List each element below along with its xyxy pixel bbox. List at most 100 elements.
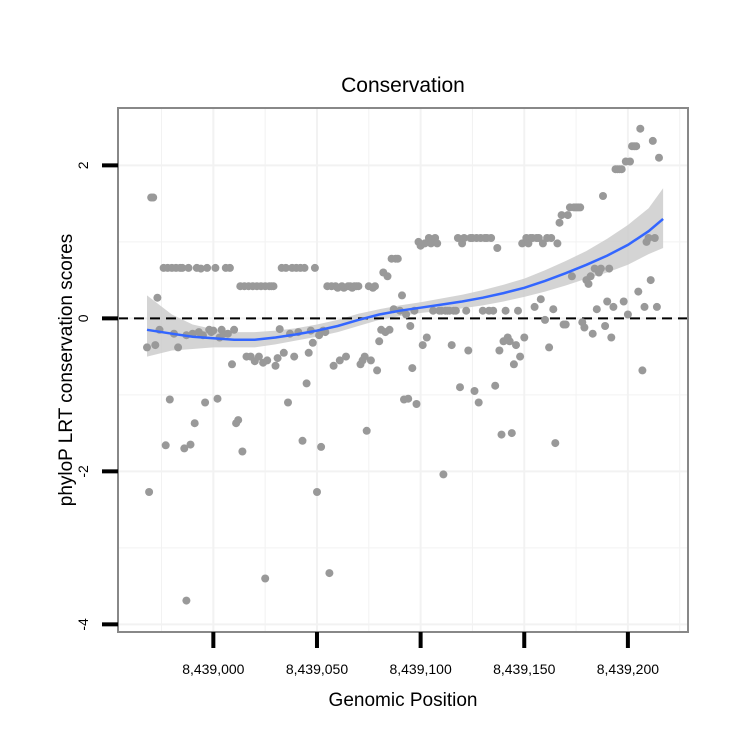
data-point xyxy=(491,381,500,390)
y-tick-label: 0 xyxy=(75,314,91,322)
data-point xyxy=(269,282,278,291)
data-point xyxy=(275,325,284,334)
panel-border xyxy=(117,107,689,633)
data-point xyxy=(644,234,653,242)
data-point xyxy=(263,356,272,365)
data-point xyxy=(541,315,549,324)
data-point xyxy=(429,306,438,315)
data-point xyxy=(607,333,616,342)
data-point xyxy=(451,306,460,315)
data-point xyxy=(464,346,473,355)
data-point xyxy=(603,297,612,306)
data-point xyxy=(501,306,510,315)
data-point xyxy=(586,272,595,281)
data-point xyxy=(329,361,338,370)
data-point xyxy=(228,360,236,369)
y-tick-label: -2 xyxy=(75,465,91,478)
x-tick-label: 8,439,000 xyxy=(182,661,244,677)
data-point xyxy=(561,320,570,329)
data-point xyxy=(478,306,487,315)
data-point xyxy=(470,387,479,395)
data-point xyxy=(298,436,307,445)
data-point xyxy=(576,203,585,212)
data-point xyxy=(489,306,498,315)
scatter-points-layer xyxy=(143,124,663,605)
data-point xyxy=(605,264,614,273)
data-point xyxy=(335,356,344,365)
axes-layer: 8,439,000 8,439,050 8,439,100 8,439,150 8,43… xyxy=(75,161,659,677)
data-point xyxy=(634,287,643,296)
data-point xyxy=(418,341,427,350)
data-point xyxy=(505,337,514,346)
data-point xyxy=(230,325,239,334)
data-point xyxy=(360,352,369,361)
data-point xyxy=(375,337,384,346)
data-point xyxy=(393,254,402,263)
data-point xyxy=(398,291,406,300)
data-point xyxy=(512,341,520,350)
y-axis-label: phyloP LRT conservation scores xyxy=(56,234,77,507)
data-point xyxy=(412,400,421,408)
data-point xyxy=(178,263,187,272)
smooth-trend-line xyxy=(146,217,664,342)
data-point xyxy=(342,352,350,361)
chart-title: Conservation xyxy=(341,74,465,97)
data-point xyxy=(599,192,607,200)
data-point xyxy=(143,343,151,352)
data-point xyxy=(408,364,417,373)
data-point xyxy=(497,430,506,439)
data-point xyxy=(596,264,605,273)
data-point xyxy=(153,293,162,302)
data-point xyxy=(354,282,363,291)
data-point xyxy=(487,234,496,242)
data-point xyxy=(545,343,554,352)
data-point xyxy=(271,361,280,370)
x-axis-label: Genomic Position xyxy=(329,690,478,711)
data-point xyxy=(551,439,560,448)
data-point xyxy=(273,354,282,363)
data-point xyxy=(460,234,469,242)
data-point xyxy=(317,442,326,451)
data-point xyxy=(149,193,158,202)
data-point xyxy=(186,440,195,449)
data-point xyxy=(290,352,299,361)
data-point xyxy=(211,263,220,272)
data-point xyxy=(640,302,649,311)
data-point xyxy=(509,360,518,369)
y-tick-label: 2 xyxy=(75,161,91,169)
data-point xyxy=(650,234,659,242)
data-point xyxy=(261,574,270,583)
data-point xyxy=(474,398,483,407)
data-point xyxy=(433,239,442,248)
data-point xyxy=(646,276,655,285)
data-point xyxy=(456,383,464,392)
x-tick-label: 8,439,050 xyxy=(286,661,348,677)
data-point xyxy=(225,263,234,272)
data-point xyxy=(588,329,597,338)
data-point xyxy=(209,326,218,335)
data-point xyxy=(223,329,232,338)
data-point xyxy=(507,429,516,438)
data-point xyxy=(302,379,311,388)
data-point xyxy=(638,366,647,375)
data-point xyxy=(182,596,191,605)
data-point xyxy=(601,322,610,330)
data-point xyxy=(385,325,394,334)
data-point xyxy=(284,398,292,407)
data-point xyxy=(592,305,601,314)
data-point xyxy=(325,569,334,578)
data-point xyxy=(362,426,371,435)
data-point xyxy=(174,343,183,352)
data-point xyxy=(422,333,431,342)
data-point xyxy=(281,263,290,272)
data-point xyxy=(201,398,210,407)
data-point xyxy=(516,352,525,361)
smooth-line-layer xyxy=(146,217,664,342)
data-point xyxy=(584,279,593,288)
data-point xyxy=(619,297,628,306)
x-tick-label: 8,439,150 xyxy=(493,661,555,677)
data-point xyxy=(549,305,558,314)
data-point xyxy=(180,444,189,453)
data-point xyxy=(623,310,632,319)
